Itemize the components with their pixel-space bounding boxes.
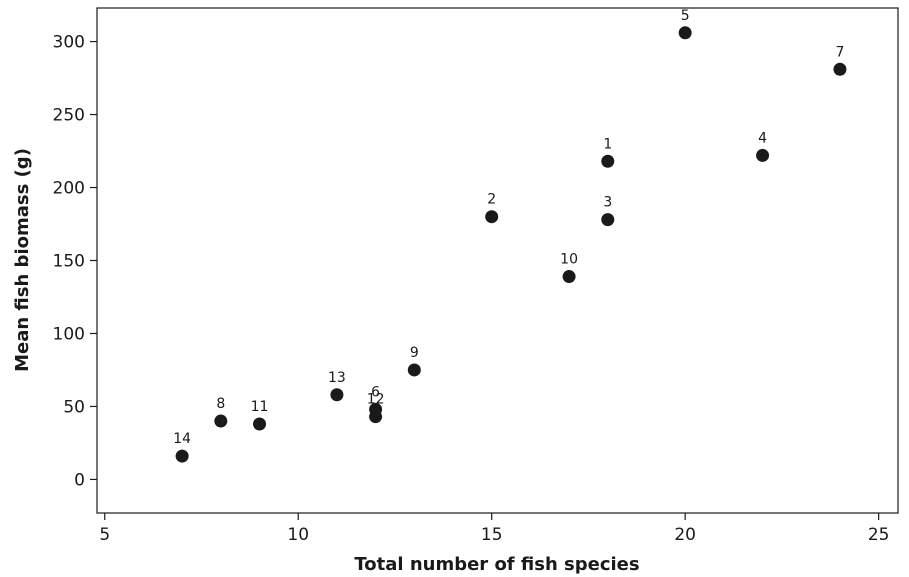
data-point-label: 4 <box>758 130 767 146</box>
y-axis-title: Mean fish biomass (g) <box>12 148 33 372</box>
y-tick-label: 300 <box>53 33 85 53</box>
data-point-label: 12 <box>367 392 385 408</box>
data-point <box>756 148 770 162</box>
y-tick-label: 200 <box>53 179 85 199</box>
y-tick-label: 250 <box>53 106 85 126</box>
data-point-label: 14 <box>173 431 191 447</box>
data-point <box>601 213 615 227</box>
data-point <box>833 62 847 76</box>
data-point <box>175 449 189 463</box>
data-point-label: 6 <box>371 384 380 400</box>
data-point-label: 5 <box>681 8 690 24</box>
plot-frame <box>96 7 899 514</box>
x-axis-title: Total number of fish species <box>354 554 639 575</box>
y-axis: 0 50 100 150 200 250 300 <box>53 33 97 490</box>
x-tick-label: 20 <box>674 525 696 545</box>
data-point-label: 9 <box>410 345 419 361</box>
data-point-label: 8 <box>216 396 225 412</box>
x-tick-label: 25 <box>868 525 890 545</box>
x-tick-label: 5 <box>99 525 110 545</box>
data-point <box>562 270 576 284</box>
data-point <box>369 410 383 424</box>
data-point <box>253 417 267 431</box>
data-point-label: 3 <box>603 195 612 211</box>
data-point <box>485 210 499 224</box>
y-tick-label: 150 <box>53 252 85 272</box>
x-axis: 5 10 15 20 25 <box>99 513 889 545</box>
data-point <box>214 414 228 428</box>
y-tick-label: 0 <box>74 470 85 490</box>
data-point-label: 2 <box>487 192 496 208</box>
data-point <box>330 388 344 402</box>
data-point-label: 1 <box>603 136 612 152</box>
data-point-label: 10 <box>560 252 578 268</box>
data-point-label: 7 <box>835 44 844 60</box>
data-point <box>678 26 692 40</box>
data-point <box>601 154 615 168</box>
x-tick-label: 15 <box>481 525 503 545</box>
y-tick-label: 50 <box>63 397 85 417</box>
data-point <box>407 363 421 377</box>
x-tick-label: 10 <box>287 525 309 545</box>
y-tick-label: 100 <box>53 324 85 344</box>
data-point-label: 13 <box>328 370 346 386</box>
data-point-label: 11 <box>251 399 269 415</box>
